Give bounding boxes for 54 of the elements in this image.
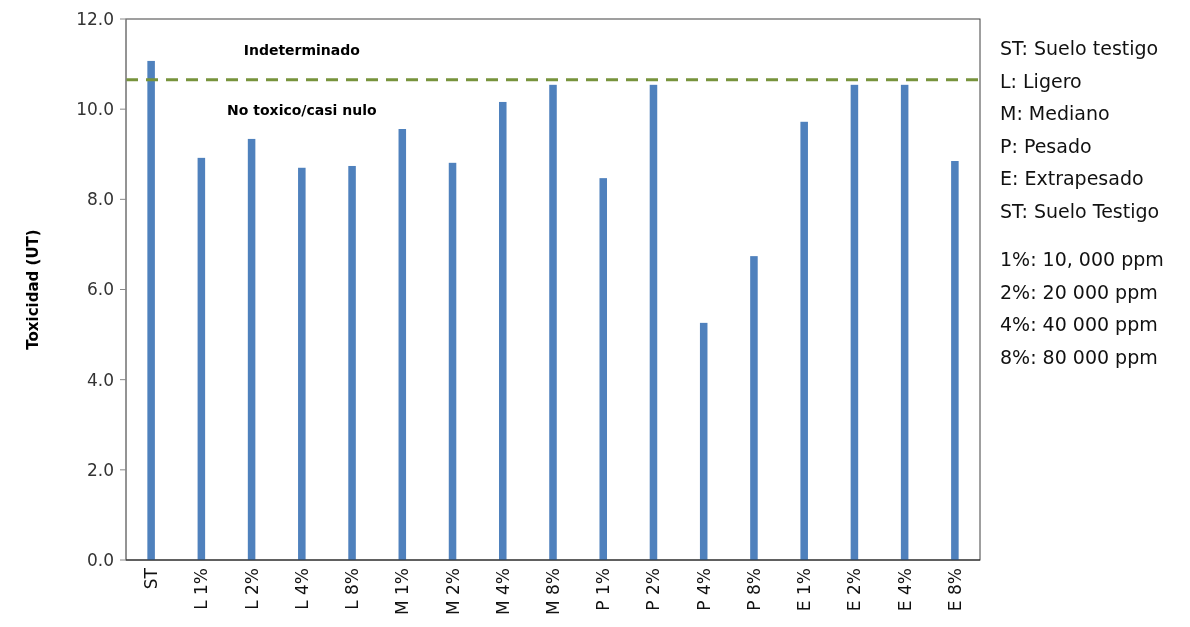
text: 8%: 80 000 ppm: [1000, 345, 1158, 368]
bar: [800, 121, 808, 560]
bar: [599, 178, 607, 560]
x-tick-label: L 2%: [241, 568, 262, 610]
text: 1%: 10, 000 ppm: [1000, 248, 1164, 270]
bar: [900, 84, 909, 560]
y-tick-label: 10.0: [76, 99, 114, 120]
text: M: Mediano: [1000, 102, 1110, 124]
bar: [147, 60, 155, 560]
bar: [649, 84, 658, 560]
x-tick-label: M 8%: [543, 568, 563, 616]
x-tick-label: E 2%: [844, 568, 865, 612]
bar: [247, 138, 256, 560]
x-tick-label: P 4%: [693, 568, 714, 611]
x-tick-label: M 2%: [442, 568, 463, 616]
text: 2%: 20 000 ppm: [1000, 280, 1158, 303]
x-tick-label: M 1%: [392, 568, 413, 616]
annotation: No toxico/casi nulo: [227, 101, 377, 118]
x-tick-label: L 1%: [191, 568, 212, 610]
y-tick-label: 8.0: [86, 189, 114, 210]
bar: [448, 162, 457, 560]
y-tick-label: 12.0: [76, 8, 114, 29]
text: L: Ligero: [1000, 69, 1082, 92]
x-tick-label: E 1%: [794, 568, 815, 612]
x-tick-label: L 4%: [291, 568, 312, 610]
x-tick-label: ST: [141, 567, 162, 590]
bar: [699, 322, 708, 560]
bar: [951, 161, 959, 560]
text: ST: Suelo testigo: [1000, 37, 1159, 59]
text: 4%: 40 000 ppm: [1000, 313, 1158, 335]
x-tick-label: E 8%: [944, 568, 965, 612]
text: E: Extrapesado: [1000, 167, 1144, 189]
annotation: Indeterminado: [243, 41, 361, 58]
bar: [850, 84, 859, 560]
x-tick-label: P 8%: [743, 568, 764, 611]
x-tick-label: L 8%: [342, 568, 363, 610]
bar: [750, 256, 758, 560]
text: P: Pesado: [1000, 134, 1092, 157]
y-tick-label: 6.0: [86, 279, 114, 300]
x-tick-label: P 1%: [593, 568, 614, 611]
y-tick-label: 4.0: [86, 369, 114, 390]
y-tick-label: 0.0: [86, 549, 114, 570]
y-axis-title: Toxicidad (UT): [24, 229, 42, 350]
x-tick-label: M 4%: [492, 568, 513, 616]
y-tick-label: 2.0: [86, 459, 114, 480]
bar: [298, 167, 306, 560]
bar: [348, 165, 356, 560]
bar: [549, 84, 557, 560]
bar: [398, 129, 407, 560]
x-tick-label: P 2%: [643, 568, 664, 611]
x-tick-label: E 4%: [894, 568, 915, 612]
bar: [197, 157, 206, 560]
text: ST: Suelo Testigo: [1000, 199, 1160, 222]
bar: [499, 101, 507, 560]
